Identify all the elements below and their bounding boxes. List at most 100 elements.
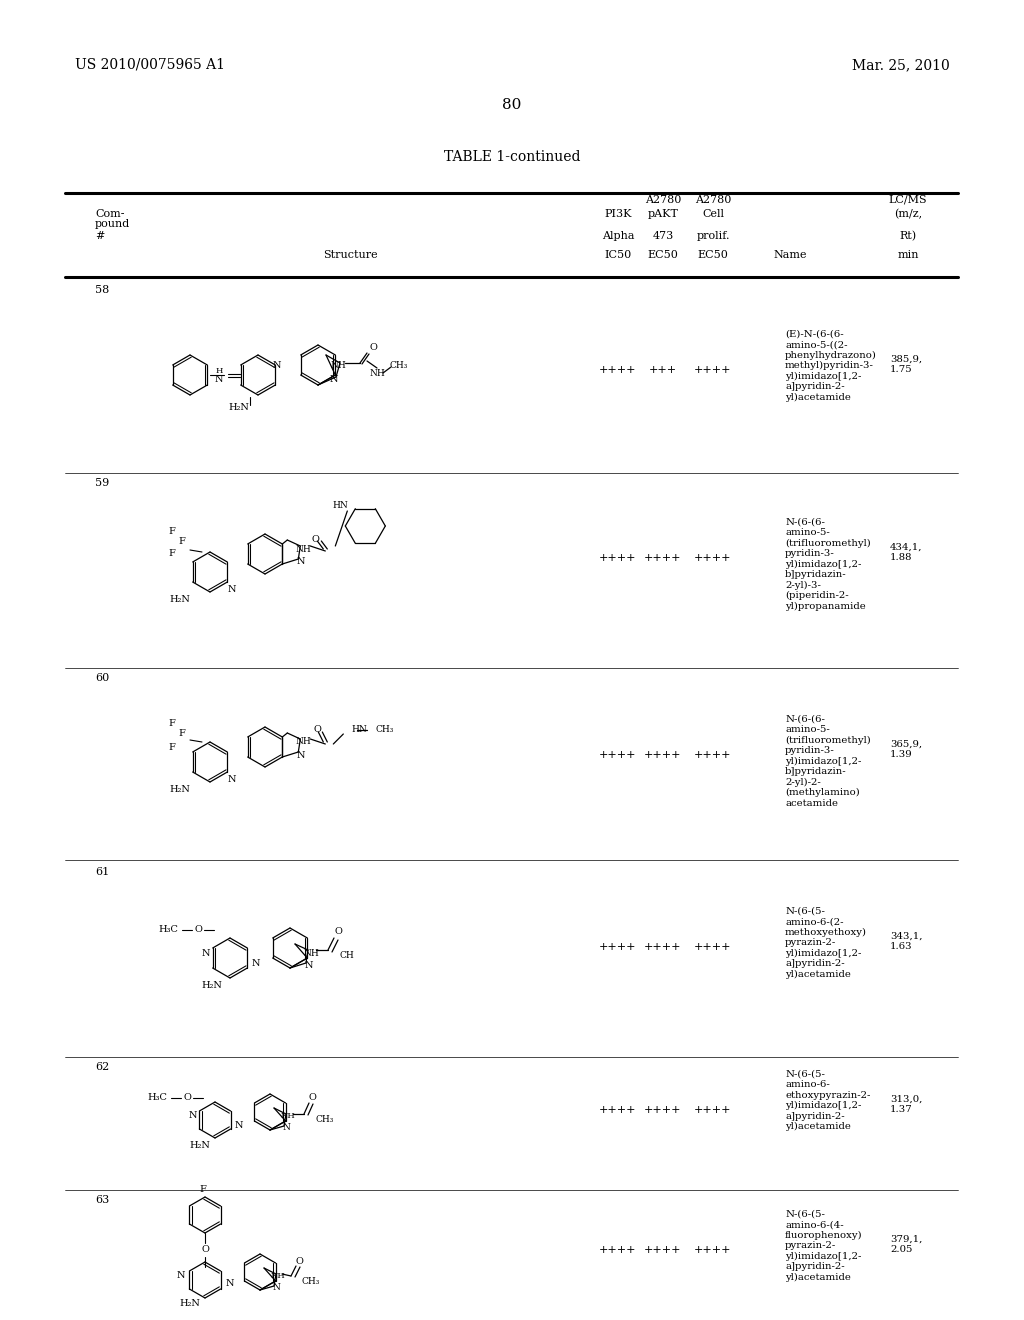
Text: O: O: [295, 1258, 303, 1266]
Text: EC50: EC50: [697, 249, 728, 260]
Text: min: min: [897, 249, 919, 260]
Text: N: N: [330, 375, 338, 384]
Text: PI3K: PI3K: [604, 209, 632, 219]
Text: ++++: ++++: [599, 366, 637, 375]
Text: Structure: Structure: [323, 249, 377, 260]
Text: H₂N: H₂N: [170, 595, 190, 605]
Text: 61: 61: [95, 867, 110, 876]
Text: Alpha: Alpha: [602, 231, 634, 242]
Text: O: O: [334, 928, 342, 936]
Text: N: N: [227, 776, 237, 784]
Text: ++++: ++++: [694, 1245, 732, 1255]
Text: NH: NH: [369, 368, 385, 378]
Text: O: O: [195, 925, 202, 935]
Text: A2780: A2780: [645, 195, 681, 205]
Text: Rt): Rt): [899, 231, 916, 242]
Text: CH₃: CH₃: [315, 1114, 334, 1123]
Text: H₂N: H₂N: [170, 785, 190, 795]
Text: N: N: [273, 360, 282, 370]
Text: Name: Name: [773, 249, 807, 260]
Text: pAKT: pAKT: [647, 209, 679, 219]
Text: H₂N: H₂N: [179, 1299, 201, 1308]
Text: H: H: [215, 367, 222, 375]
Text: H₃C: H₃C: [147, 1093, 167, 1102]
Text: ++++: ++++: [694, 1105, 732, 1115]
Text: F: F: [178, 537, 185, 546]
Text: O: O: [311, 535, 319, 544]
Text: Com-: Com-: [95, 209, 125, 219]
Text: NH: NH: [281, 1111, 295, 1119]
Text: N: N: [202, 949, 210, 957]
Text: F: F: [169, 742, 175, 751]
Text: ++++: ++++: [599, 1245, 637, 1255]
Text: 63: 63: [95, 1195, 110, 1205]
Text: F: F: [200, 1184, 207, 1193]
Text: ++++: ++++: [694, 366, 732, 375]
Text: A2780: A2780: [695, 195, 731, 205]
Text: H₂N: H₂N: [202, 982, 222, 990]
Text: N: N: [252, 958, 260, 968]
Text: 62: 62: [95, 1063, 110, 1072]
Text: 365,9,
1.39: 365,9, 1.39: [890, 741, 923, 759]
Text: O: O: [183, 1093, 190, 1102]
Text: F: F: [169, 528, 175, 536]
Text: ++++: ++++: [644, 1245, 682, 1255]
Text: N: N: [297, 557, 305, 566]
Text: H₃C: H₃C: [158, 925, 178, 935]
Text: N: N: [226, 1279, 234, 1288]
Text: LC/MS: LC/MS: [889, 195, 928, 205]
Text: US 2010/0075965 A1: US 2010/0075965 A1: [75, 58, 225, 73]
Text: ++++: ++++: [644, 942, 682, 952]
Text: 60: 60: [95, 673, 110, 682]
Text: 385,9,
1.75: 385,9, 1.75: [890, 355, 923, 375]
Text: NH: NH: [330, 362, 346, 371]
Text: CH₃: CH₃: [376, 726, 393, 734]
Text: +++: +++: [649, 366, 677, 375]
Text: IC50: IC50: [604, 249, 632, 260]
Text: ++++: ++++: [644, 750, 682, 760]
Text: N: N: [176, 1271, 185, 1280]
Text: CH₃: CH₃: [302, 1276, 321, 1286]
Text: 379,1,
2.05: 379,1, 2.05: [890, 1236, 923, 1254]
Text: N-(6-(5-
amino-6-
ethoxypyrazin-2-
yl)imidazo[1,2-
a]pyridin-2-
yl)acetamide: N-(6-(5- amino-6- ethoxypyrazin-2- yl)im…: [785, 1071, 870, 1131]
Text: H₂N: H₂N: [189, 1142, 211, 1151]
Text: NH: NH: [296, 738, 311, 747]
Text: Cell: Cell: [702, 209, 724, 219]
Text: O: O: [313, 726, 322, 734]
Text: O: O: [201, 1246, 209, 1254]
Text: ++++: ++++: [599, 942, 637, 952]
Text: N: N: [282, 1123, 290, 1133]
Text: CH: CH: [340, 950, 354, 960]
Text: ++++: ++++: [694, 553, 732, 564]
Text: N: N: [305, 961, 313, 970]
Text: NH: NH: [270, 1272, 286, 1280]
Text: pound: pound: [95, 219, 130, 228]
Text: ++++: ++++: [644, 553, 682, 564]
Text: N-(6-(6-
amino-5-
(trifluoromethyl)
pyridin-3-
yl)imidazo[1,2-
b]pyridazin-
2-yl: N-(6-(6- amino-5- (trifluoromethyl) pyri…: [785, 715, 870, 808]
Text: ++++: ++++: [694, 750, 732, 760]
Text: N: N: [272, 1283, 280, 1292]
Text: NH: NH: [303, 949, 318, 957]
Text: EC50: EC50: [647, 249, 679, 260]
Text: 313,0,
1.37: 313,0, 1.37: [890, 1096, 923, 1114]
Text: O: O: [308, 1093, 316, 1102]
Text: N: N: [297, 751, 305, 759]
Text: N-(6-(5-
amino-6-(4-
fluorophenoxy)
pyrazin-2-
yl)imidazo[1,2-
a]pyridin-2-
yl)a: N-(6-(5- amino-6-(4- fluorophenoxy) pyra…: [785, 1210, 862, 1282]
Text: #: #: [95, 231, 104, 242]
Text: HN: HN: [351, 725, 367, 734]
Text: 59: 59: [95, 478, 110, 488]
Text: N: N: [234, 1121, 244, 1130]
Text: 58: 58: [95, 285, 110, 294]
Text: ++++: ++++: [599, 553, 637, 564]
Text: F: F: [178, 730, 185, 738]
Text: O: O: [369, 343, 377, 352]
Text: prolif.: prolif.: [696, 231, 730, 242]
Text: (E)-N-(6-(6-
amino-5-((2-
phenylhydrazono)
methyl)pyridin-3-
yl)imidazo[1,2-
a]p: (E)-N-(6-(6- amino-5-((2- phenylhydrazon…: [785, 330, 877, 403]
Text: ++++: ++++: [599, 750, 637, 760]
Text: 343,1,
1.63: 343,1, 1.63: [890, 932, 923, 952]
Text: ++++: ++++: [694, 942, 732, 952]
Text: TABLE 1-continued: TABLE 1-continued: [443, 150, 581, 164]
Text: N: N: [188, 1110, 197, 1119]
Text: F: F: [169, 549, 175, 558]
Text: N: N: [227, 586, 237, 594]
